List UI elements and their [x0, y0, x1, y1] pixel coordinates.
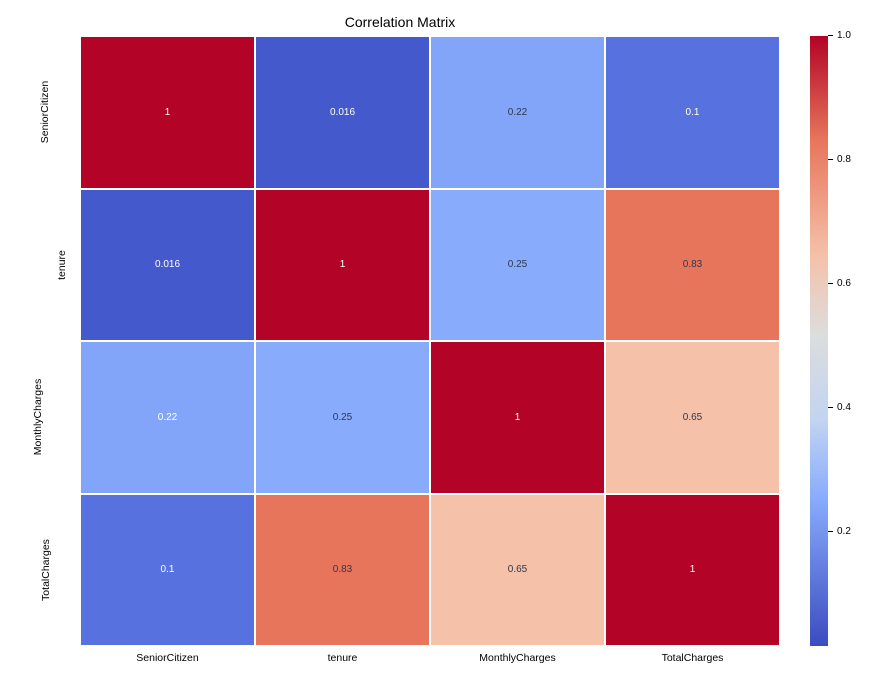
- x-label-3: TotalCharges: [605, 648, 780, 678]
- colorbar-tick-label: 1.0: [837, 30, 851, 41]
- x-label-0: SeniorCitizen: [80, 648, 255, 678]
- heatmap-cell: 0.016: [80, 189, 255, 342]
- colorbar-tick-mark: [828, 283, 833, 284]
- colorbar-tick-label: 0.8: [837, 154, 851, 165]
- y-label-0: SeniorCitizen: [0, 36, 82, 189]
- heatmap-cell: 1: [255, 189, 430, 342]
- heatmap-grid: 10.0160.220.10.01610.250.830.220.2510.65…: [80, 36, 780, 646]
- chart-title: Correlation Matrix: [0, 14, 800, 30]
- chart-container: Correlation Matrix SeniorCitizen tenure …: [0, 0, 896, 682]
- heatmap-cell: 1: [605, 494, 780, 647]
- heatmap-cell: 0.25: [255, 341, 430, 494]
- heatmap-cell: 1: [430, 341, 605, 494]
- heatmap-cell: 1: [80, 36, 255, 189]
- heatmap-cell: 0.65: [430, 494, 605, 647]
- colorbar: 0.20.40.60.81.0: [810, 36, 890, 646]
- heatmap-cell: 0.22: [80, 341, 255, 494]
- heatmap-cell: 0.83: [255, 494, 430, 647]
- colorbar-tick-mark: [828, 407, 833, 408]
- colorbar-tick: 0.8: [828, 154, 851, 165]
- heatmap-cell: 0.016: [255, 36, 430, 189]
- heatmap-cell: 0.83: [605, 189, 780, 342]
- colorbar-tick: 1.0: [828, 30, 851, 41]
- colorbar-tick-mark: [828, 531, 833, 532]
- heatmap-cell: 0.1: [80, 494, 255, 647]
- colorbar-tick: 0.6: [828, 278, 851, 289]
- colorbar-tick-mark: [828, 159, 833, 160]
- colorbar-tick: 0.2: [828, 526, 851, 537]
- x-label-1: tenure: [255, 648, 430, 678]
- heatmap-cell: 0.25: [430, 189, 605, 342]
- colorbar-gradient: [810, 36, 828, 646]
- colorbar-tick: 0.4: [828, 402, 851, 413]
- colorbar-tick-label: 0.4: [837, 402, 851, 413]
- colorbar-ticks: 0.20.40.60.81.0: [828, 36, 878, 646]
- y-label-3: TotalCharges: [0, 494, 82, 647]
- colorbar-tick-mark: [828, 35, 833, 36]
- x-axis-labels: SeniorCitizen tenure MonthlyCharges Tota…: [80, 648, 780, 678]
- y-axis-labels: SeniorCitizen tenure MonthlyCharges Tota…: [0, 36, 78, 646]
- colorbar-tick-label: 0.2: [837, 526, 851, 537]
- y-label-1: tenure: [0, 189, 82, 342]
- heatmap-cell: 0.22: [430, 36, 605, 189]
- y-label-2: MonthlyCharges: [0, 341, 82, 494]
- heatmap-cell: 0.65: [605, 341, 780, 494]
- heatmap-cell: 0.1: [605, 36, 780, 189]
- x-label-2: MonthlyCharges: [430, 648, 605, 678]
- colorbar-tick-label: 0.6: [837, 278, 851, 289]
